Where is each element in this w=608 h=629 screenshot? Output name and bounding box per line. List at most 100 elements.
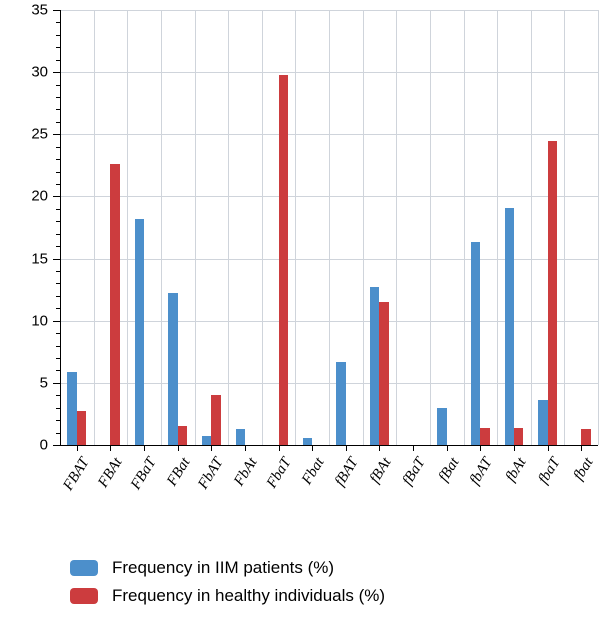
- gridline-v: [329, 10, 330, 445]
- y-tick-minor: [56, 283, 60, 284]
- x-axis: [60, 445, 598, 446]
- y-tick-minor: [56, 221, 60, 222]
- x-tick-label: FBaT: [128, 455, 161, 493]
- gridline-v: [497, 10, 498, 445]
- gridline-v: [228, 10, 229, 445]
- y-tick-minor: [56, 122, 60, 123]
- y-tick-minor: [56, 408, 60, 409]
- y-tick-minor: [56, 35, 60, 36]
- y-tick-minor: [56, 172, 60, 173]
- bar: [538, 400, 547, 445]
- y-tick-label: 15: [0, 250, 48, 267]
- bar: [77, 411, 86, 445]
- bar: [370, 287, 379, 445]
- bar: [505, 208, 514, 445]
- y-tick-minor: [56, 147, 60, 148]
- y-tick-label: 0: [0, 437, 48, 454]
- bar: [303, 438, 312, 445]
- bar-chart: 05101520253035FBATFBAtFBaTFBatFbATFbAtFb…: [0, 0, 608, 629]
- y-tick-label: 30: [0, 64, 48, 81]
- y-axis: [60, 10, 61, 445]
- bar: [67, 372, 76, 445]
- x-tick-label: FbAT: [195, 455, 227, 493]
- y-tick-minor: [56, 184, 60, 185]
- legend-swatch: [70, 560, 98, 576]
- y-tick-minor: [56, 296, 60, 297]
- y-tick-minor: [56, 358, 60, 359]
- legend-label: Frequency in IIM patients (%): [112, 558, 334, 578]
- bar: [110, 164, 119, 445]
- y-tick-major: [53, 259, 60, 260]
- x-tick: [279, 445, 280, 451]
- y-tick-minor: [56, 85, 60, 86]
- x-tick-label: FBAt: [96, 455, 127, 491]
- bar: [178, 426, 187, 445]
- y-tick-minor: [56, 346, 60, 347]
- gridline-v: [262, 10, 263, 445]
- x-tick: [480, 445, 481, 451]
- gridline-v: [464, 10, 465, 445]
- bar: [437, 408, 446, 445]
- y-tick-label: 20: [0, 188, 48, 205]
- y-tick-minor: [56, 209, 60, 210]
- y-tick-minor: [56, 47, 60, 48]
- y-tick-major: [53, 134, 60, 135]
- y-tick-minor: [56, 22, 60, 23]
- x-tick-label: fBaT: [400, 455, 430, 489]
- y-tick-minor: [56, 246, 60, 247]
- x-tick: [379, 445, 380, 451]
- bar: [279, 75, 288, 445]
- x-tick: [144, 445, 145, 451]
- y-tick-major: [53, 445, 60, 446]
- legend: Frequency in IIM patients (%) Frequency i…: [70, 558, 385, 614]
- gridline-v: [363, 10, 364, 445]
- y-tick-minor: [56, 420, 60, 421]
- x-tick-label: fBAt: [367, 455, 396, 487]
- x-tick-label: fbaT: [535, 455, 564, 487]
- x-tick: [178, 445, 179, 451]
- bar: [211, 395, 220, 445]
- y-tick-major: [53, 321, 60, 322]
- x-tick-label: fbAT: [467, 455, 497, 488]
- x-tick: [110, 445, 111, 451]
- bar: [581, 429, 590, 445]
- bar: [168, 293, 177, 445]
- x-tick-label: FBat: [164, 455, 194, 489]
- bar: [336, 362, 345, 445]
- gridline-v: [195, 10, 196, 445]
- x-tick: [77, 445, 78, 451]
- x-tick-label: FbAt: [231, 455, 261, 489]
- y-tick-minor: [56, 333, 60, 334]
- legend-item: Frequency in IIM patients (%): [70, 558, 385, 578]
- y-tick-minor: [56, 60, 60, 61]
- x-tick: [581, 445, 582, 451]
- x-tick: [346, 445, 347, 451]
- gridline-v: [161, 10, 162, 445]
- x-tick-label: fbAt: [503, 455, 531, 485]
- x-tick: [514, 445, 515, 451]
- x-tick-label: FbaT: [263, 455, 295, 492]
- bar: [514, 428, 523, 445]
- y-tick-minor: [56, 97, 60, 98]
- bar: [379, 302, 388, 445]
- bar: [548, 141, 557, 446]
- y-tick-minor: [56, 370, 60, 371]
- y-tick-minor: [56, 271, 60, 272]
- gridline-v: [430, 10, 431, 445]
- legend-item: Frequency in healthy individuals (%): [70, 586, 385, 606]
- x-tick-label: fBAT: [332, 455, 362, 490]
- y-tick-label: 35: [0, 2, 48, 19]
- bar: [236, 429, 245, 445]
- bar: [471, 242, 480, 445]
- y-tick-minor: [56, 109, 60, 110]
- legend-label: Frequency in healthy individuals (%): [112, 586, 385, 606]
- x-tick-label: fBat: [435, 455, 463, 485]
- x-tick-label: FBAT: [60, 455, 93, 494]
- y-tick-label: 5: [0, 374, 48, 391]
- y-tick-minor: [56, 433, 60, 434]
- x-tick: [211, 445, 212, 451]
- x-tick: [413, 445, 414, 451]
- y-tick-label: 25: [0, 126, 48, 143]
- x-tick: [312, 445, 313, 451]
- y-tick-major: [53, 383, 60, 384]
